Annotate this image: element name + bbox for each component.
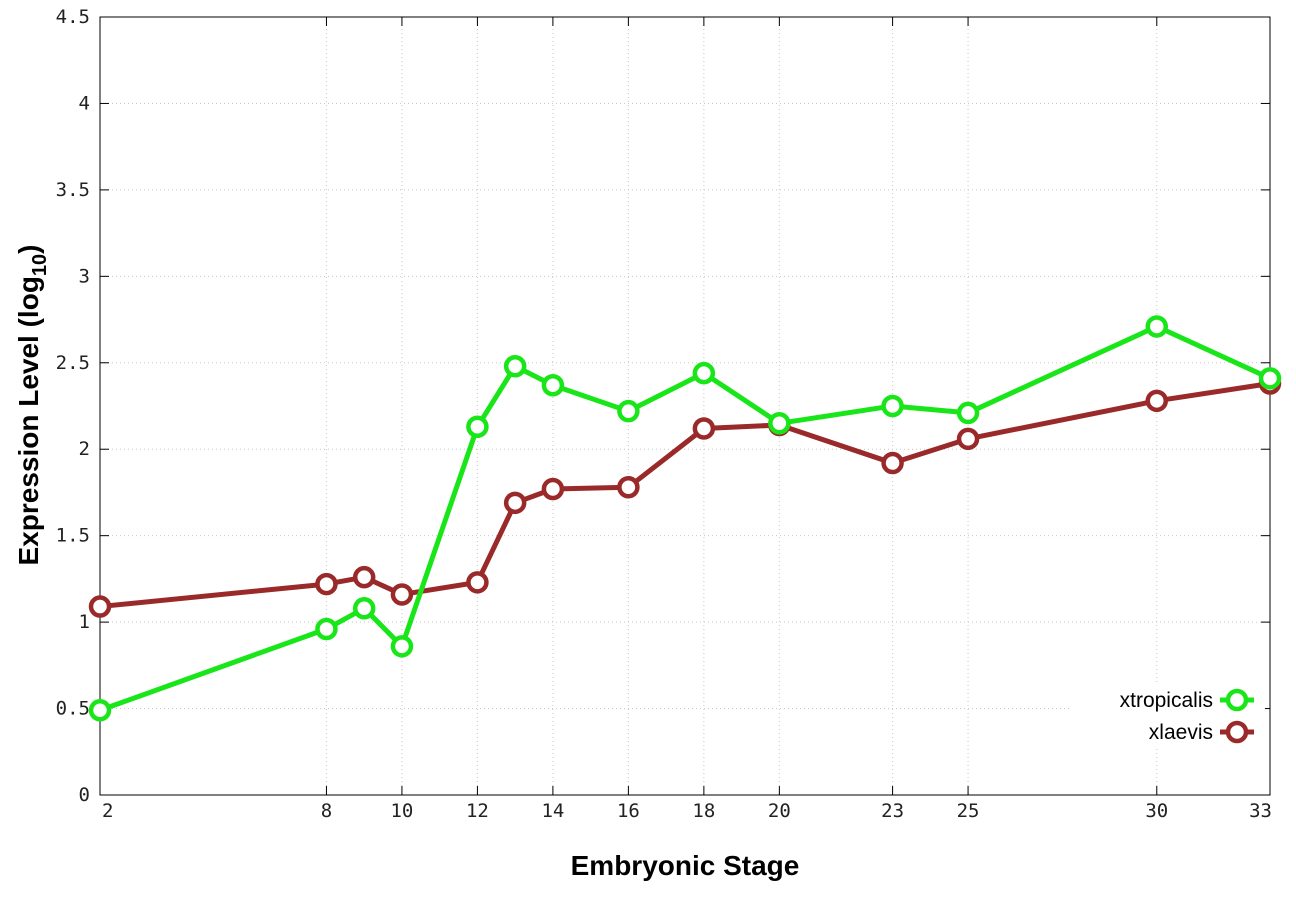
y-tick-label: 3.5 <box>56 179 90 201</box>
data-point-xlaevis <box>466 571 489 594</box>
legend-label-xtropicalis: xtropicalis <box>1120 689 1213 712</box>
data-point-xtropicalis <box>881 394 904 418</box>
x-tick-label: 12 <box>466 800 489 822</box>
x-tick-label: 33 <box>1249 800 1272 822</box>
data-point-xlaevis <box>881 451 904 475</box>
data-point-xlaevis <box>390 583 414 606</box>
series-xtropicalis <box>88 315 1282 722</box>
data-point-xlaevis <box>1145 389 1169 413</box>
y-tick-label: 4 <box>79 92 90 114</box>
legend: xtropicalis xlaevis <box>1070 683 1265 748</box>
y-axis-title: Expression Level (log10) <box>13 245 51 566</box>
x-tick-label: 16 <box>617 800 640 822</box>
data-point-xlaevis <box>88 595 112 618</box>
y-tick-label: 0 <box>79 784 90 806</box>
y-axis-title-subscript: 10 <box>29 254 51 276</box>
data-point-xtropicalis <box>692 361 716 385</box>
data-point-xtropicalis <box>617 399 640 423</box>
data-point-xlaevis <box>617 476 640 499</box>
series-layer <box>88 315 1282 722</box>
series-line-xtropicalis <box>99 323 1272 713</box>
legend-label-xlaevis: xlaevis <box>1149 721 1213 744</box>
x-tick-label: 10 <box>390 800 413 822</box>
x-tick-label: 14 <box>541 800 564 822</box>
data-point-xtropicalis <box>768 412 791 435</box>
data-point-xlaevis <box>956 427 980 451</box>
data-point-xtropicalis <box>956 401 980 425</box>
x-tick-label: 18 <box>692 800 715 822</box>
y-tick-label: 1 <box>79 611 90 633</box>
y-tick-label: 0.5 <box>56 698 90 720</box>
grid-lines <box>100 17 1270 795</box>
data-point-xtropicalis <box>503 354 527 378</box>
y-tick-label: 2.5 <box>56 352 90 374</box>
y-tick-label: 1.5 <box>56 525 90 547</box>
data-point-xlaevis <box>541 477 565 501</box>
x-tick-label: 20 <box>768 800 791 822</box>
y-axis-title-main: Expression Level (log <box>13 276 44 565</box>
y-axis-title-close: ) <box>13 245 44 254</box>
data-point-xlaevis <box>692 417 716 440</box>
data-point-xlaevis <box>352 565 376 589</box>
axes: 0 0.5 1 1.5 2 2.5 3 3.5 4 4.5 2 8 10 12 14 16 18 20 23 25 30… <box>56 6 1272 822</box>
data-point-xtropicalis <box>1258 367 1282 390</box>
series-xlaevis <box>88 372 1282 618</box>
x-tick-label: 30 <box>1145 800 1168 822</box>
y-tick-label: 2 <box>79 438 90 460</box>
data-point-xtropicalis <box>541 374 565 397</box>
x-tick-label: 2 <box>102 800 113 822</box>
y-tick-label: 3 <box>79 265 90 287</box>
plot-frame <box>99 16 1271 796</box>
data-point-xtropicalis <box>466 415 489 438</box>
y-tick-label: 4.5 <box>56 6 90 28</box>
x-axis-title: Embryonic Stage <box>571 850 800 881</box>
data-point-xlaevis <box>503 491 527 515</box>
series-line-xlaevis <box>99 381 1271 610</box>
legend-swatch-marker-xtropicalis <box>1225 688 1249 712</box>
x-tick-label: 23 <box>881 800 904 822</box>
data-point-xtropicalis <box>88 699 112 722</box>
data-point-xtropicalis <box>1145 315 1169 338</box>
legend-swatch-marker-xlaevis <box>1225 720 1249 744</box>
data-point-xlaevis <box>315 572 338 596</box>
data-point-xtropicalis <box>352 597 376 620</box>
data-point-xtropicalis <box>390 635 414 658</box>
data-point-xtropicalis <box>315 617 338 641</box>
x-tick-label: 8 <box>321 800 332 822</box>
x-tick-label: 25 <box>957 800 980 822</box>
